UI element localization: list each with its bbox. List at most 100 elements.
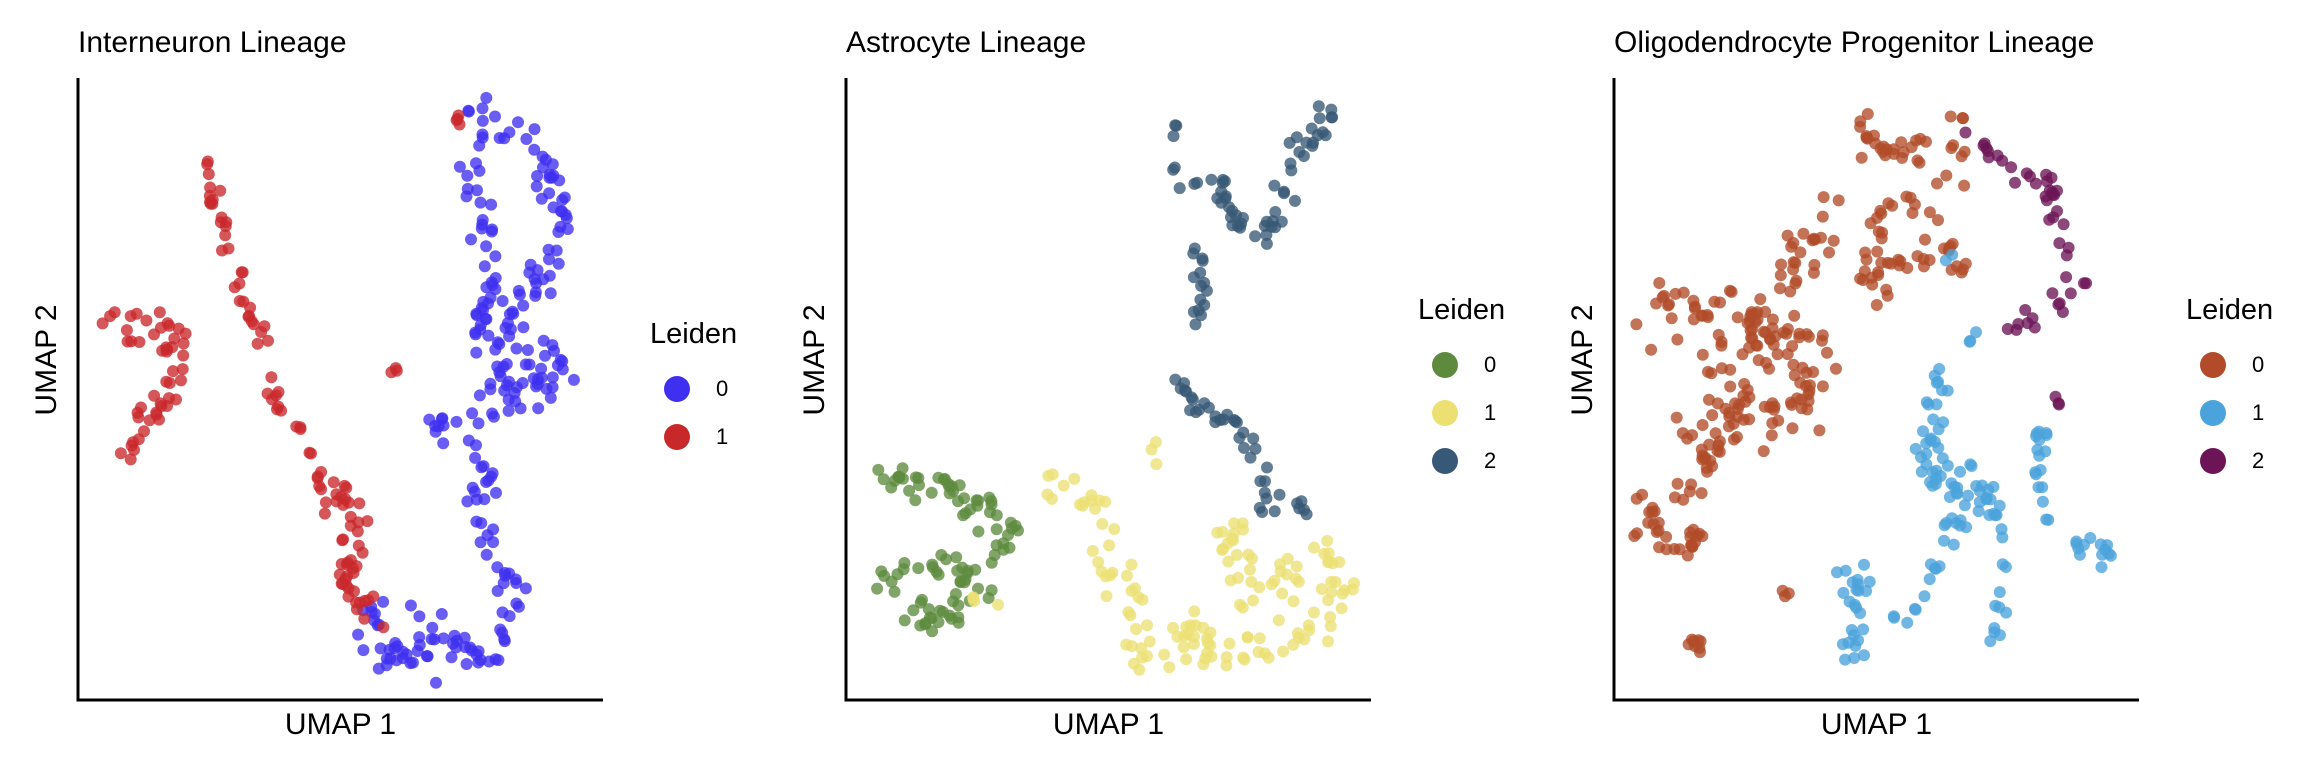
data-point-cluster-1 [1276, 587, 1289, 600]
data-point-cluster-0 [945, 612, 958, 625]
legend-swatch [2200, 352, 2226, 378]
data-point-cluster-0 [1696, 419, 1709, 431]
data-point-cluster-0 [496, 606, 509, 619]
data-point-cluster-0 [1881, 289, 1894, 302]
chart-title: Interneuron Lineage [78, 26, 347, 59]
data-point-cluster-0 [935, 549, 948, 561]
data-point-cluster-1 [1106, 566, 1119, 579]
data-point-cluster-1 [1204, 626, 1217, 639]
data-point-cluster-0 [1913, 156, 1926, 169]
data-point-cluster-0 [554, 220, 567, 233]
data-point-cluster-1 [1323, 555, 1336, 568]
data-point-cluster-1 [265, 371, 278, 384]
data-point-cluster-0 [907, 604, 920, 617]
data-point-cluster-1 [266, 393, 278, 406]
legend-swatch [1432, 400, 1458, 426]
data-point-cluster-0 [489, 250, 502, 263]
data-point-cluster-0 [909, 494, 922, 507]
data-point-cluster-0 [1677, 493, 1690, 506]
data-point-cluster-1 [204, 196, 216, 208]
data-point-cluster-0 [898, 614, 911, 627]
data-point-cluster-0 [469, 326, 482, 339]
data-point-cluster-1 [348, 585, 360, 598]
data-point-cluster-0 [516, 377, 529, 389]
data-point-cluster-0 [477, 460, 490, 473]
data-point-cluster-0 [1910, 134, 1923, 147]
chart-title: Oligodendrocyte Progenitor Lineage [1614, 26, 2095, 59]
data-point-cluster-1 [1187, 638, 1200, 650]
data-point-cluster-0 [480, 548, 493, 561]
data-point-cluster-0 [535, 362, 548, 375]
data-point-cluster-1 [1322, 594, 1335, 607]
y-axis-label: UMAP 2 [30, 304, 63, 416]
data-point-cluster-1 [228, 281, 241, 294]
data-point-cluster-0 [499, 321, 512, 334]
data-point-cluster-0 [1670, 411, 1683, 424]
legend-item-0: 0 [650, 365, 737, 413]
data-point-cluster-1 [319, 496, 332, 509]
data-point-cluster-1 [1095, 565, 1108, 578]
legend-title: Leiden [2186, 294, 2274, 326]
data-point-cluster-0 [942, 477, 955, 490]
data-point-cluster-0 [1808, 258, 1821, 271]
data-point-cluster-0 [1757, 445, 1770, 458]
data-point-cluster-0 [553, 174, 566, 187]
data-point-cluster-1 [337, 498, 350, 511]
data-point-cluster-2 [1237, 212, 1249, 224]
data-point-cluster-1 [1298, 633, 1311, 646]
data-point-cluster-0 [1683, 485, 1696, 498]
data-point-cluster-0 [559, 208, 572, 221]
scatter-plot-oligodendrocyte [1612, 78, 2139, 702]
data-point-cluster-0 [936, 605, 949, 618]
data-point-cluster-0 [953, 479, 966, 492]
data-point-cluster-0 [546, 371, 559, 384]
data-point-cluster-1 [1143, 635, 1156, 648]
data-point-cluster-0 [460, 658, 473, 670]
data-point-cluster-0 [1711, 397, 1724, 410]
data-point-cluster-0 [952, 599, 965, 612]
data-point-cluster-0 [474, 196, 487, 209]
data-point-cluster-2 [2046, 287, 2059, 300]
data-point-cluster-0 [990, 509, 1003, 522]
x-axis-label: UMAP 1 [284, 708, 397, 741]
data-point-cluster-1 [1247, 594, 1260, 607]
data-point-cluster-1 [1086, 545, 1099, 557]
data-point-cluster-1 [177, 349, 190, 362]
data-point-cluster-0 [1817, 191, 1830, 204]
data-point-cluster-1 [333, 568, 346, 581]
data-point-cluster-0 [462, 105, 475, 118]
data-point-cluster-1 [1141, 619, 1153, 632]
data-point-cluster-2 [1982, 151, 1995, 164]
data-point-cluster-1 [313, 480, 326, 493]
data-point-cluster-0 [437, 437, 450, 450]
data-point-cluster-0 [546, 158, 559, 171]
data-point-cluster-0 [1005, 522, 1018, 535]
data-point-cluster-2 [1249, 442, 1262, 455]
data-point-cluster-0 [1860, 130, 1873, 143]
data-point-cluster-1 [153, 306, 166, 319]
data-point-cluster-1 [1324, 611, 1337, 624]
data-point-cluster-1 [1954, 519, 1967, 532]
data-point-cluster-1 [175, 374, 187, 387]
data-point-cluster-2 [1269, 221, 1282, 234]
data-point-cluster-1 [1289, 572, 1302, 585]
data-point-cluster-0 [1743, 341, 1756, 354]
data-point-cluster-1 [104, 310, 117, 323]
data-point-cluster-1 [1923, 573, 1936, 586]
data-point-cluster-0 [483, 655, 496, 668]
data-point-cluster-0 [480, 281, 493, 294]
data-point-cluster-0 [1940, 169, 1953, 182]
data-point-cluster-0 [926, 558, 939, 571]
data-point-cluster-0 [478, 493, 491, 506]
data-point-cluster-0 [537, 334, 550, 347]
data-point-cluster-0 [1724, 380, 1737, 393]
data-point-cluster-1 [1970, 326, 1982, 339]
data-point-cluster-2 [1198, 397, 1211, 410]
data-point-cluster-1 [1216, 543, 1229, 556]
data-point-cluster-0 [521, 344, 534, 356]
data-point-cluster-1 [450, 114, 463, 127]
data-point-cluster-0 [1630, 318, 1643, 331]
data-point-cluster-1 [1216, 525, 1229, 538]
data-point-cluster-2 [1284, 157, 1297, 170]
panel-interneuron: Interneuron Lineage UMAP 1 UMAP 2 Leiden… [0, 0, 768, 768]
